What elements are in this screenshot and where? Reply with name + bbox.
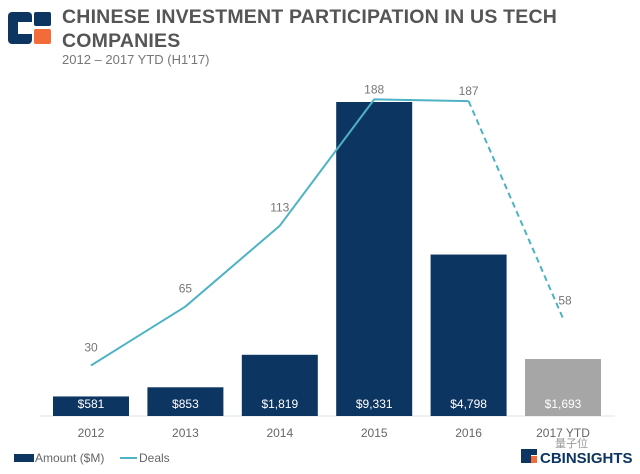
bar-label: $581 [78, 397, 105, 411]
x-tick-label: 2013 [172, 426, 199, 440]
cbinsights-brand: CBINSIGHTS 量子位 [521, 436, 633, 467]
deals-label: 58 [558, 293, 572, 307]
chart-subtitle: 2012 – 2017 YTD (H1'17) [62, 52, 210, 67]
deals-label: 113 [270, 201, 289, 215]
legend-label-amount: Amount ($M) [35, 451, 104, 465]
deals-label: 65 [179, 282, 193, 296]
deals-label: 30 [84, 340, 98, 354]
bar-label: $9,331 [356, 397, 393, 411]
bar-label: $4,798 [450, 397, 487, 411]
bar-label: $853 [172, 397, 199, 411]
bar-2017 YTD [525, 359, 601, 416]
bar-2014 [241, 354, 318, 416]
bar-label: $1,693 [545, 397, 582, 411]
deals-label: 187 [459, 84, 479, 98]
deals-label: 188 [364, 82, 384, 96]
chart-title: CHINESE INVESTMENT PARTICIPATION IN US T… [62, 6, 558, 52]
x-tick-label: 2016 [455, 426, 482, 440]
bar-2013 [147, 387, 224, 416]
bar-2012 [53, 396, 129, 416]
deals-line [90, 98, 469, 367]
brand-text: CBINSIGHTS [540, 450, 633, 467]
bar-label: $1,819 [261, 397, 298, 411]
legend-swatch-amount [14, 454, 34, 462]
x-tick-label: 2014 [266, 426, 293, 440]
x-tick-label: 2017 YTD [536, 426, 590, 440]
bar-2015 [336, 102, 413, 416]
cb-logo-icon [8, 12, 51, 44]
legend-label-deals: Deals [139, 451, 170, 465]
legend: Amount ($M) Deals [14, 451, 170, 465]
x-tick-label: 2015 [361, 426, 388, 440]
x-tick-label: 2012 [78, 426, 105, 440]
bar-2016 [430, 254, 507, 416]
watermark-text: 量子位 [555, 436, 588, 450]
